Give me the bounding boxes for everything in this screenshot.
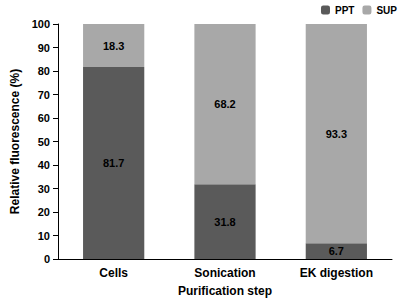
svg-text:Sonication: Sonication bbox=[194, 266, 255, 280]
svg-text:68.2: 68.2 bbox=[214, 98, 235, 110]
svg-text:60: 60 bbox=[38, 112, 50, 124]
svg-text:90: 90 bbox=[38, 42, 50, 54]
svg-text:Relative fluorescence (%): Relative fluorescence (%) bbox=[8, 69, 22, 214]
svg-text:Cells: Cells bbox=[99, 266, 128, 280]
svg-text:0: 0 bbox=[44, 253, 50, 265]
svg-text:100: 100 bbox=[32, 18, 50, 30]
svg-text:31.8: 31.8 bbox=[214, 216, 235, 228]
svg-text:SUP: SUP bbox=[376, 5, 397, 16]
svg-text:40: 40 bbox=[38, 159, 50, 171]
svg-text:50: 50 bbox=[38, 136, 50, 148]
svg-text:PPT: PPT bbox=[335, 5, 354, 16]
svg-text:EK digestion: EK digestion bbox=[300, 266, 373, 280]
svg-text:Purification step: Purification step bbox=[178, 284, 272, 298]
svg-text:81.7: 81.7 bbox=[103, 157, 124, 169]
svg-text:6.7: 6.7 bbox=[329, 245, 344, 257]
svg-text:10: 10 bbox=[38, 230, 50, 242]
svg-text:30: 30 bbox=[38, 183, 50, 195]
svg-text:80: 80 bbox=[38, 65, 50, 77]
svg-text:18.3: 18.3 bbox=[103, 40, 124, 52]
svg-text:20: 20 bbox=[38, 206, 50, 218]
svg-text:93.3: 93.3 bbox=[326, 128, 347, 140]
svg-text:70: 70 bbox=[38, 89, 50, 101]
